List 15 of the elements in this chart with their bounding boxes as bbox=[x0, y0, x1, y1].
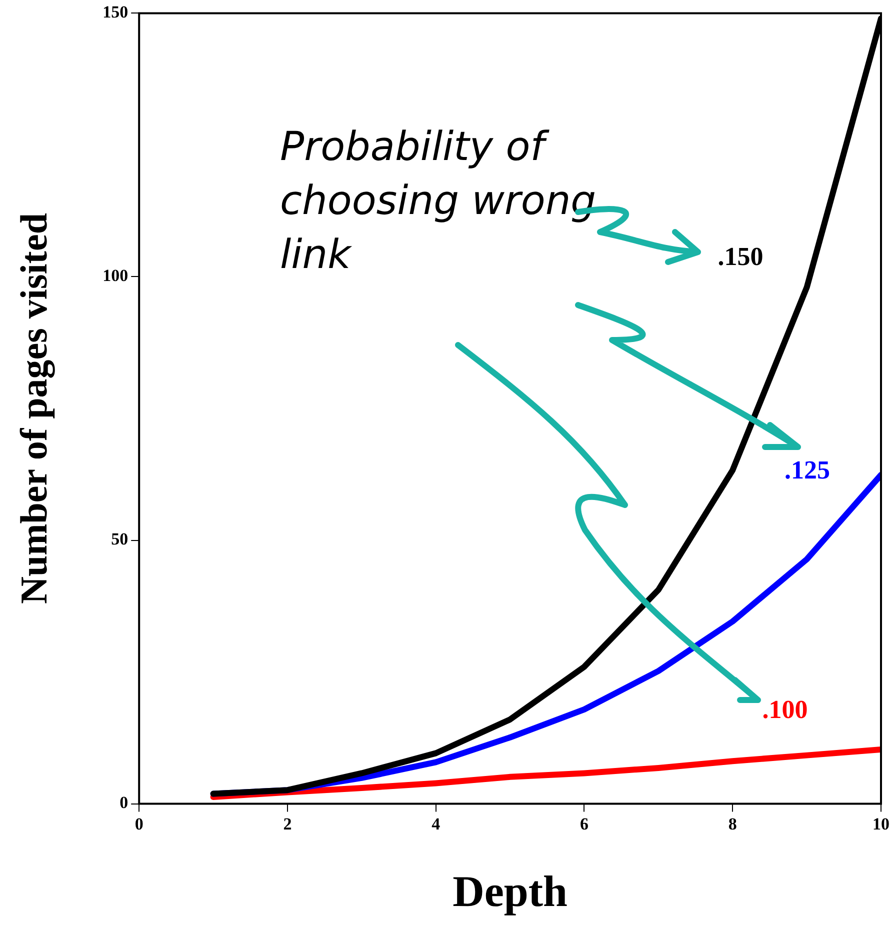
series-label: .125 bbox=[784, 455, 830, 484]
x-tick-label: 2 bbox=[283, 814, 292, 834]
y-tick-label: 50 bbox=[111, 530, 128, 549]
y-tick-label: 150 bbox=[102, 2, 128, 22]
y-axis-title: Number of pages visited bbox=[14, 213, 56, 604]
x-tick-label: 0 bbox=[134, 814, 144, 834]
y-tick-label: 0 bbox=[120, 793, 128, 812]
x-tick-label: 4 bbox=[432, 814, 441, 834]
y-tick-label: 100 bbox=[102, 266, 128, 286]
x-tick-label: 8 bbox=[728, 814, 737, 834]
series-label: .100 bbox=[762, 695, 808, 724]
x-tick-label: 6 bbox=[580, 814, 588, 834]
x-tick-label: 10 bbox=[872, 814, 890, 834]
x-axis-title: Depth bbox=[452, 866, 568, 916]
series-label: .150 bbox=[718, 242, 764, 272]
